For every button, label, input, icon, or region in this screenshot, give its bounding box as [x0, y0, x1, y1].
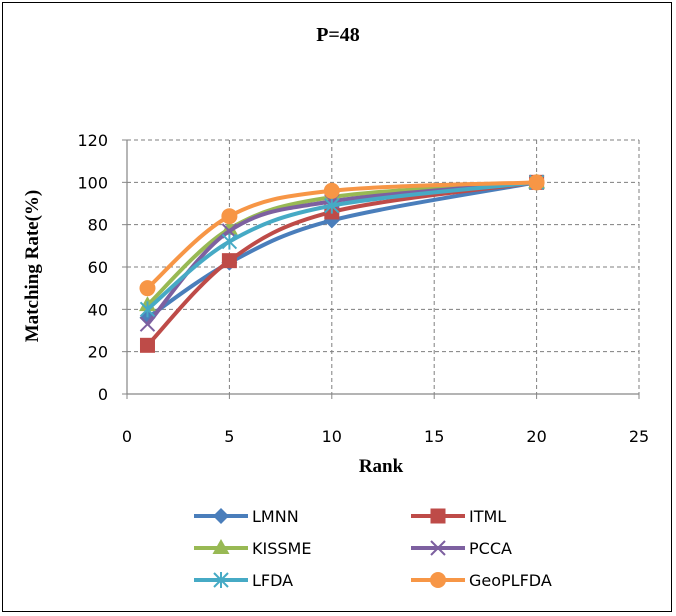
marker-stroke	[430, 540, 446, 556]
y-tick-label: 80	[88, 216, 108, 235]
grid-lines	[127, 139, 640, 394]
data-point-marker	[324, 197, 340, 214]
marker-stroke	[139, 316, 156, 332]
series-group	[138, 173, 546, 353]
legend-marker	[213, 572, 229, 588]
x-tick-label: 25	[629, 427, 649, 446]
series-geoplfda	[139, 174, 545, 297]
legend-item-pcca: PCCA	[411, 539, 512, 558]
series-line	[146, 180, 537, 347]
legend-marker	[212, 539, 230, 554]
data-point-marker	[139, 301, 156, 318]
legend-marker	[430, 540, 446, 556]
series-kissme	[138, 173, 546, 312]
y-tick-label: 100	[77, 173, 108, 192]
legend-label: LFDA	[252, 571, 293, 590]
legend-label: KISSME	[252, 539, 311, 558]
legend-item-kissme: KISSME	[194, 539, 311, 558]
data-point-marker	[221, 233, 238, 250]
x-tick-label: 20	[526, 427, 546, 446]
data-point-marker	[139, 280, 156, 297]
y-tick-label: 40	[88, 300, 108, 319]
y-axis-label: Matching Rate(%)	[22, 190, 43, 343]
x-axis-label: Rank	[359, 456, 404, 477]
data-point-marker	[221, 253, 237, 269]
legend-item-geoplfda: GeoPLFDA	[411, 571, 552, 590]
legend-marker	[430, 508, 446, 524]
legend-label: GeoPLFDA	[469, 571, 552, 590]
legend-label: ITML	[469, 507, 506, 526]
series-line	[146, 180, 537, 320]
y-tick-label: 60	[88, 258, 108, 277]
legend-item-itml: ITML	[411, 507, 506, 526]
data-point-marker	[220, 219, 238, 235]
legend-marker	[430, 572, 446, 588]
data-point-marker	[139, 316, 156, 332]
data-point-marker	[221, 208, 238, 225]
legend-label: LMNN	[252, 507, 299, 526]
legend-label: PCCA	[469, 539, 512, 558]
data-point-marker	[323, 182, 340, 199]
legend-item-lmnn: LMNN	[194, 507, 299, 526]
y-tick-label: 0	[98, 385, 108, 404]
legend-marker	[213, 508, 229, 524]
x-tick-label: 15	[424, 427, 444, 446]
legend: LMNN ITML KISSME PCCA LFDA GeoPLFDA	[194, 507, 552, 590]
series-line	[146, 180, 537, 311]
series-line	[146, 180, 537, 290]
x-tick-label: 10	[322, 427, 342, 446]
y-tick-label: 20	[88, 343, 108, 362]
legend-item-lfda: LFDA	[194, 571, 293, 590]
tick-labels: 0 20 40 60 80 100 120 0 5 10 15 20 25	[77, 131, 649, 446]
data-point-marker	[139, 337, 155, 353]
x-tick-label: 5	[224, 427, 234, 446]
y-tick-label: 120	[77, 131, 108, 150]
chart-title: P=48	[316, 24, 360, 46]
x-tick-label: 0	[122, 427, 132, 446]
axes	[122, 139, 640, 399]
data-point-marker	[528, 174, 545, 191]
